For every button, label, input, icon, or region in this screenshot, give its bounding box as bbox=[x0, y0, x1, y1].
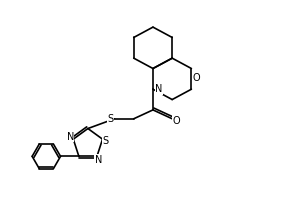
Text: O: O bbox=[173, 116, 180, 126]
Text: O: O bbox=[192, 73, 200, 83]
Text: S: S bbox=[102, 136, 109, 146]
Text: N: N bbox=[95, 155, 102, 165]
Text: S: S bbox=[107, 114, 113, 124]
Text: N: N bbox=[155, 84, 163, 94]
Text: N: N bbox=[67, 132, 74, 142]
